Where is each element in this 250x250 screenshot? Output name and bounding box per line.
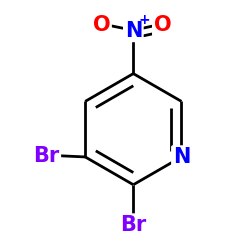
Text: Br: Br (120, 215, 146, 235)
Text: O: O (154, 15, 171, 35)
Text: O: O (92, 15, 110, 35)
Text: Br: Br (33, 146, 60, 166)
Text: N: N (173, 147, 190, 167)
Text: +: + (138, 13, 150, 27)
Text: N: N (125, 20, 142, 40)
